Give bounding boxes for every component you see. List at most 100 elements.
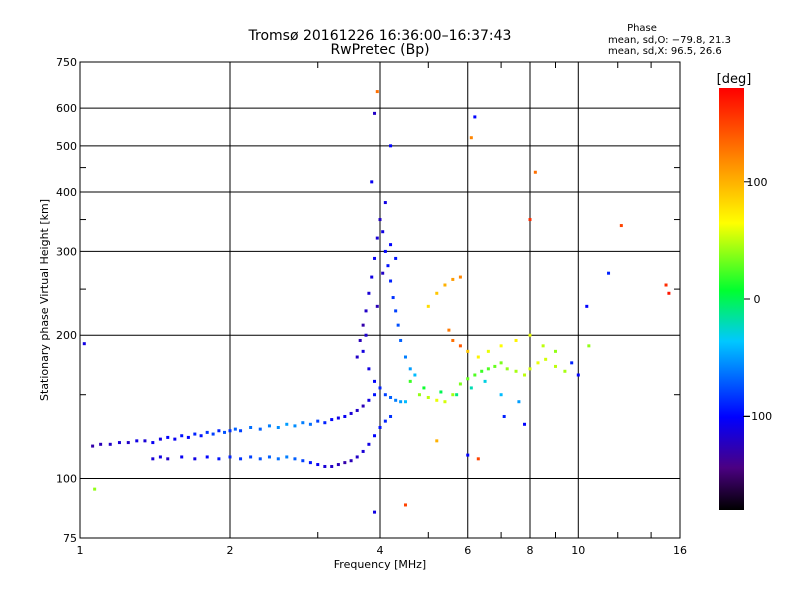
data-point [570, 361, 574, 365]
stats-x-mode: mean, sd,X: 96.5, 26.6 [608, 46, 722, 57]
data-point [355, 455, 359, 459]
data-point [378, 386, 382, 390]
data-point [458, 275, 462, 279]
data-point [499, 344, 503, 348]
data-point [193, 457, 197, 461]
data-point [451, 277, 455, 281]
data-point [378, 218, 382, 222]
data-point [249, 425, 253, 429]
data-point [544, 357, 548, 361]
data-point [389, 243, 393, 247]
data-point [486, 349, 490, 353]
data-point [367, 367, 371, 371]
grid-lines [80, 62, 680, 538]
data-point [399, 338, 403, 342]
data-point [447, 328, 451, 332]
data-point [523, 422, 527, 426]
chart-title: Tromsø 20161226 16:36:00–16:37:43 [248, 28, 512, 44]
y-tick-label: 75 [63, 532, 77, 545]
data-point [528, 333, 532, 337]
data-point [514, 369, 518, 373]
data-point [499, 361, 503, 365]
x-tick-label: 4 [377, 544, 384, 557]
data-point [367, 398, 371, 402]
data-point [502, 414, 506, 418]
data-point [173, 437, 177, 441]
data-point [505, 367, 509, 371]
data-point [373, 393, 377, 397]
data-point [451, 338, 455, 342]
data-point [403, 400, 407, 404]
data-point [301, 421, 305, 425]
data-point [228, 429, 232, 433]
x-tick-label: 16 [673, 544, 687, 557]
data-point [553, 364, 557, 368]
y-tick-label: 200 [56, 329, 77, 342]
colorbar-ticks: 100 0 −100 [742, 176, 772, 423]
data-point [199, 434, 203, 438]
data-point [523, 373, 527, 377]
data-point [91, 444, 95, 448]
data-point [361, 323, 365, 327]
data-point [435, 291, 439, 295]
data-point [576, 373, 580, 377]
data-point [293, 457, 297, 461]
data-point [373, 434, 377, 438]
data-point [403, 503, 407, 507]
data-point [323, 464, 327, 468]
data-point [330, 418, 334, 422]
data-point [383, 249, 387, 253]
data-point [349, 411, 353, 415]
data-point [143, 439, 147, 443]
colorbar-tick-label: 100 [747, 176, 768, 189]
data-point [426, 395, 430, 399]
x-tick-label: 6 [464, 544, 471, 557]
data-point [536, 361, 540, 365]
data-point [373, 256, 377, 260]
data-point [517, 400, 521, 404]
x-tick-label: 1 [77, 544, 84, 557]
colorbar-tick-label: 0 [754, 293, 761, 306]
x-axis-label: Frequency [MHz] [334, 558, 426, 571]
data-point [330, 464, 334, 468]
data-point [349, 459, 353, 463]
plot-frame [79, 61, 681, 539]
data-point [117, 441, 121, 445]
data-point [403, 355, 407, 359]
y-tick-label: 750 [56, 56, 77, 69]
data-point [205, 430, 209, 434]
data-point [563, 369, 567, 373]
data-point [493, 364, 497, 368]
data-point [239, 429, 243, 433]
data-point [323, 421, 327, 425]
data-point [367, 291, 371, 295]
data-point [151, 457, 155, 461]
data-point [394, 256, 398, 260]
data-point [476, 355, 480, 359]
data-point [541, 344, 545, 348]
data-point [233, 427, 237, 431]
data-point [383, 393, 387, 397]
data-point [408, 379, 412, 383]
data-point [370, 180, 374, 184]
y-tick-label: 100 [56, 473, 77, 486]
data-point [426, 304, 430, 308]
data-point [451, 393, 455, 397]
data-point [82, 342, 86, 346]
data-point [223, 430, 227, 434]
data-point [394, 309, 398, 313]
data-point [375, 236, 379, 240]
data-point [455, 393, 459, 397]
data-point [435, 398, 439, 402]
data-point [528, 218, 532, 222]
data-point [355, 408, 359, 412]
data-point [217, 457, 221, 461]
y-axis-label: Stationary phase Virtual Height [km] [38, 199, 51, 401]
x-axis-ticks: 1 2 4 6 8 10 16 [77, 62, 687, 557]
data-point [473, 373, 477, 377]
data-point [158, 455, 162, 459]
data-point [211, 432, 215, 436]
data-point [316, 419, 320, 423]
